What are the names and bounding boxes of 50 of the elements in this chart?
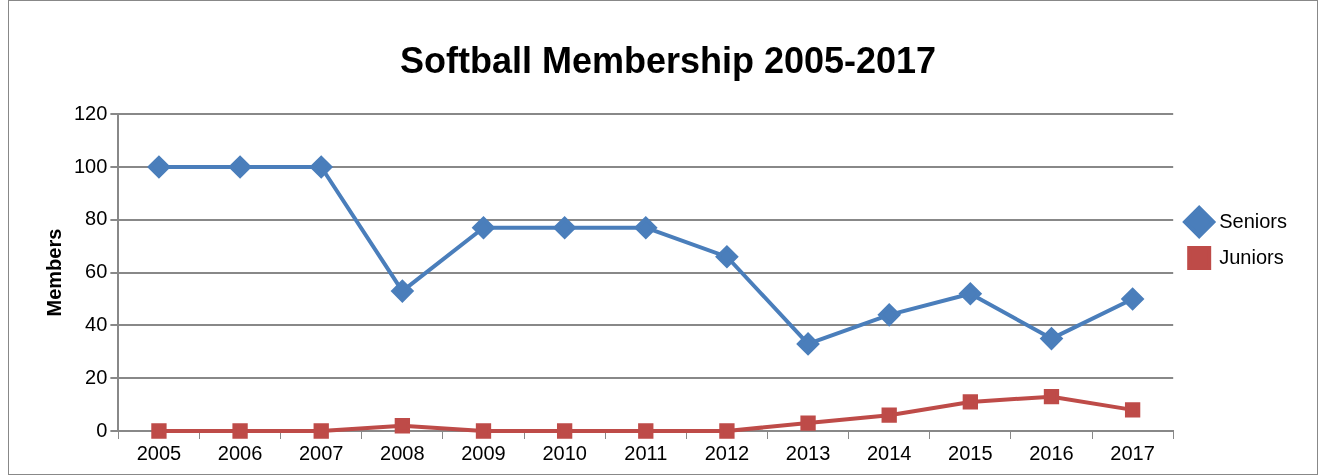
point <box>475 423 492 439</box>
point <box>232 423 248 439</box>
point <box>229 156 252 178</box>
point <box>313 423 329 439</box>
y-tick-label: 120 <box>73 101 108 124</box>
point <box>1040 327 1063 350</box>
y-tick-label: 100 <box>73 154 108 177</box>
point <box>394 418 411 434</box>
chart-title: Softball Membership 2005-2017 <box>399 39 937 81</box>
point <box>1124 402 1141 418</box>
point <box>556 423 573 439</box>
point <box>881 407 897 423</box>
x-tick-label: 2017 <box>1110 441 1155 464</box>
x-tick-label: 2012 <box>704 441 750 464</box>
point <box>151 423 167 439</box>
legend-label: Seniors <box>1219 209 1287 232</box>
x-tick-label: 2007 <box>298 441 344 464</box>
y-tick-label: 20 <box>85 365 108 388</box>
x-tick-label: 2010 <box>542 441 587 464</box>
x-tick-label: 2008 <box>380 441 425 464</box>
legend-label: Juniors <box>1219 245 1284 268</box>
point <box>553 216 576 239</box>
y-tick-label: 40 <box>85 312 108 335</box>
point <box>878 303 901 326</box>
point <box>391 280 414 303</box>
point <box>962 394 978 410</box>
y-tick-label: 80 <box>85 207 108 230</box>
point <box>1121 288 1144 310</box>
x-tick-label: 2014 <box>866 441 912 464</box>
point <box>1043 389 1060 405</box>
x-tick-label: 2006 <box>217 441 263 464</box>
x-tick-label: 2016 <box>1029 441 1074 464</box>
point <box>719 423 735 439</box>
y-tick-label: 0 <box>96 418 108 441</box>
x-tick-label: 2009 <box>461 441 506 464</box>
point <box>800 415 816 431</box>
point <box>472 216 495 239</box>
point <box>638 423 654 439</box>
x-tick-label: 2005 <box>136 441 182 464</box>
point <box>797 332 820 355</box>
point <box>715 245 738 268</box>
point <box>634 216 657 239</box>
x-tick-label: 2015 <box>948 441 993 464</box>
point <box>310 156 333 178</box>
point <box>147 156 170 178</box>
y-tick-label: 60 <box>85 260 108 283</box>
y-axis-title: Members <box>42 228 65 317</box>
x-tick-label: 2011 <box>624 441 668 464</box>
x-tick-label: 2013 <box>785 441 831 464</box>
point <box>959 282 982 305</box>
